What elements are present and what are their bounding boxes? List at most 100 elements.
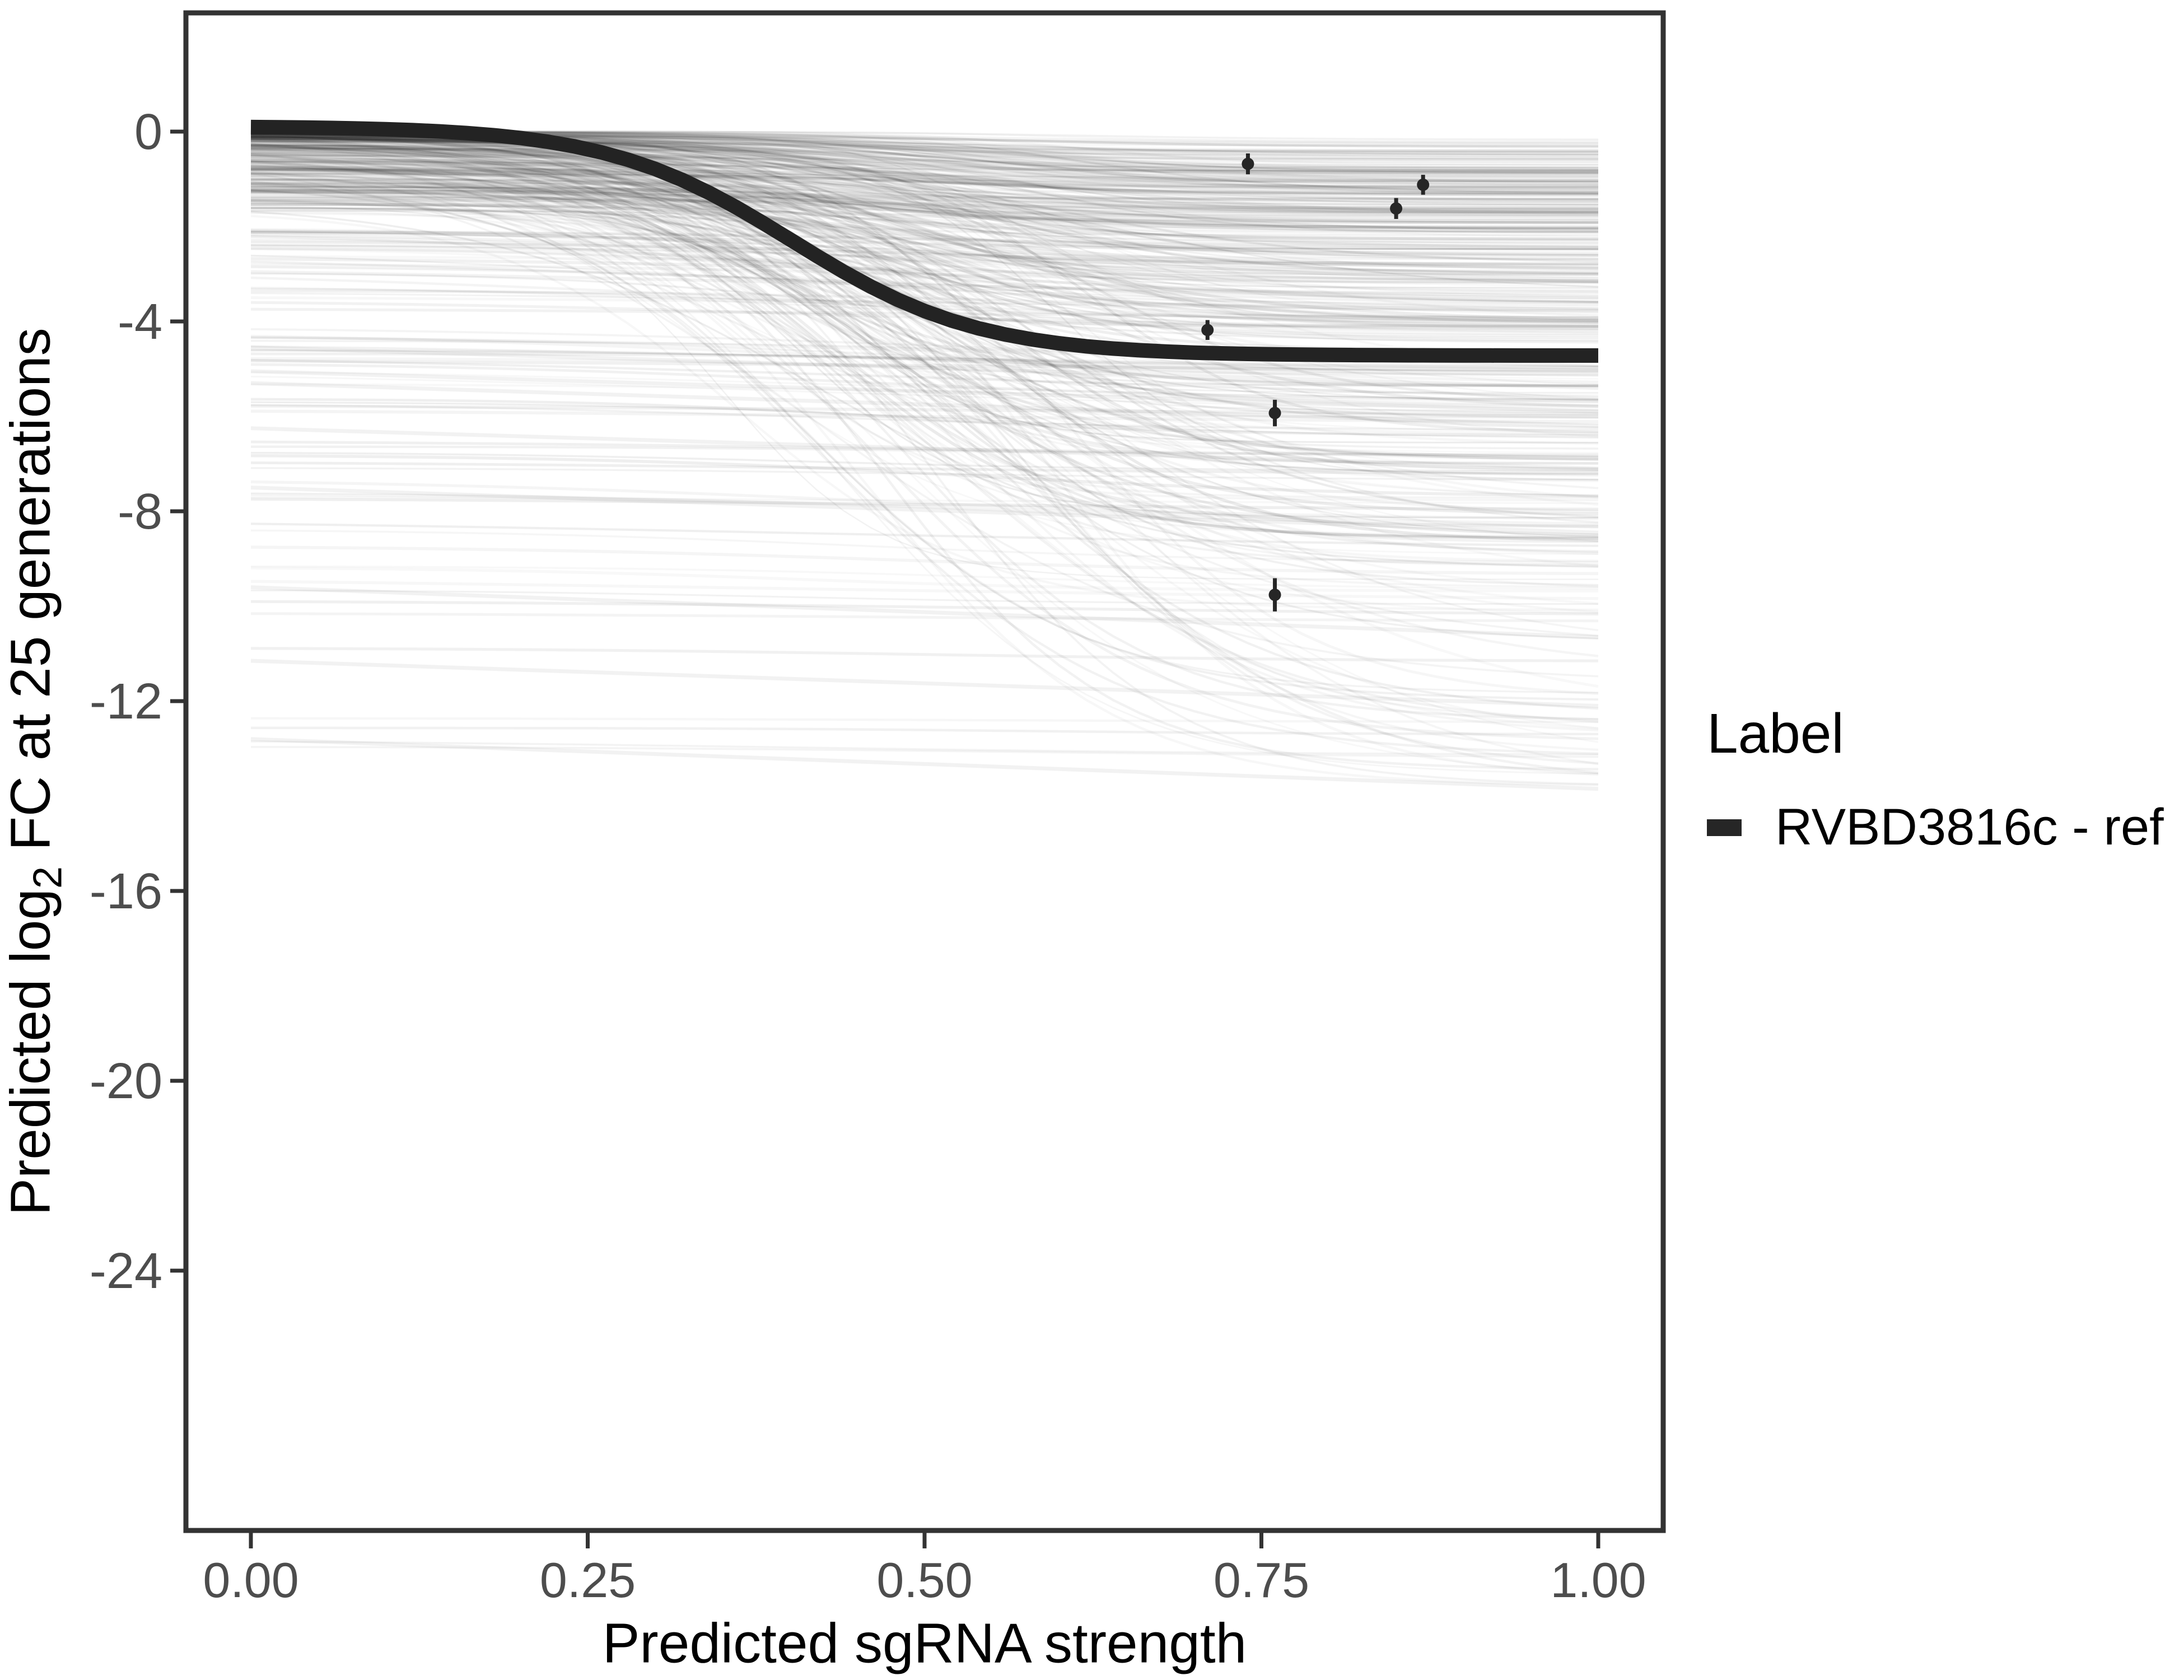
background-curve <box>251 156 1599 169</box>
background-curve <box>250 612 1599 623</box>
background-curve <box>250 166 1598 206</box>
background-curve <box>250 134 1599 303</box>
background-curve <box>251 746 1599 758</box>
background-curve <box>250 148 1598 394</box>
background-curve <box>250 189 1599 231</box>
background-curve <box>251 197 1598 224</box>
background-curve <box>251 231 1599 250</box>
background-curve <box>250 134 1599 388</box>
background-curve <box>251 152 1599 329</box>
background-curve <box>251 445 1598 456</box>
y-tick-label: -20 <box>90 1053 162 1109</box>
background-curve <box>250 144 1598 204</box>
background-curve <box>251 151 1598 180</box>
background-low-line <box>250 381 1599 428</box>
background-curve <box>250 143 1599 459</box>
background-curve <box>251 178 1599 234</box>
background-curve <box>250 398 1599 437</box>
background-curve <box>250 345 1599 370</box>
background-curve <box>250 188 1598 222</box>
background-curve <box>251 141 1599 172</box>
background-curve <box>251 170 1598 188</box>
background-curve <box>250 589 1599 605</box>
background-curve <box>250 467 1599 481</box>
data-point <box>1201 324 1214 337</box>
background-curve <box>251 147 1599 260</box>
background-curve <box>251 290 1599 310</box>
background-curve <box>250 451 1599 472</box>
background-curve <box>251 718 1598 722</box>
background-curve <box>251 169 1598 178</box>
background-curve <box>251 210 1598 289</box>
background-curve <box>250 358 1599 399</box>
background-curve <box>250 240 1599 269</box>
background-curve <box>251 161 1599 214</box>
x-tick-label: 0.75 <box>1214 1552 1309 1608</box>
y-tick-label: -4 <box>118 294 162 350</box>
background-curve <box>250 143 1599 408</box>
background-curve <box>250 136 1598 388</box>
background-curve <box>250 189 1599 694</box>
background-curve <box>250 359 1599 372</box>
background-curve <box>250 211 1599 568</box>
background-curve <box>250 189 1599 233</box>
background-curve <box>250 172 1599 278</box>
background-curve <box>250 153 1599 723</box>
background-curve <box>250 146 1599 281</box>
reference-curve <box>250 119 1598 363</box>
background-curve <box>250 497 1599 511</box>
background-curve <box>250 404 1599 431</box>
background-curve <box>250 232 1599 270</box>
background-curve <box>250 260 1599 304</box>
background-curve <box>250 137 1599 536</box>
data-point <box>1268 407 1281 419</box>
background-curve <box>250 257 1599 283</box>
background-curve <box>250 185 1599 232</box>
background-curve <box>250 167 1598 376</box>
background-curve <box>250 153 1599 701</box>
background-curve <box>251 151 1598 295</box>
background-curve <box>251 139 1599 183</box>
x-tick-label: 0.00 <box>203 1552 298 1608</box>
background-curve <box>250 167 1599 321</box>
background-curve <box>250 183 1599 637</box>
background-curve <box>250 363 1599 402</box>
background-curve <box>251 149 1599 175</box>
background-curve <box>250 148 1599 513</box>
background-curve <box>250 352 1599 368</box>
background-curve <box>251 198 1598 212</box>
background-curve <box>250 153 1599 324</box>
background-curve <box>250 185 1599 227</box>
background-curve <box>251 148 1599 184</box>
y-axis-title-prefix: Predicted log <box>0 889 62 1216</box>
background-curve <box>250 202 1599 373</box>
background-curve <box>250 140 1599 640</box>
background-curve <box>250 600 1599 615</box>
background-curve <box>250 545 1599 576</box>
background-curve <box>250 142 1599 209</box>
background-curve <box>251 195 1598 213</box>
background-curve <box>250 144 1599 323</box>
background-curve <box>250 138 1599 553</box>
background-low-line <box>250 585 1599 640</box>
background-curve <box>250 146 1599 243</box>
background-curve <box>250 158 1599 200</box>
background-curve <box>250 178 1599 465</box>
y-axis-title: Predicted log2 FC at 25 generations <box>0 328 71 1215</box>
background-curve <box>250 440 1599 458</box>
data-point <box>1417 178 1430 191</box>
background-curve <box>250 231 1599 256</box>
reference-curve-line <box>250 119 1598 363</box>
background-curve <box>250 175 1599 657</box>
background-curve <box>250 176 1599 721</box>
background-curve <box>250 156 1599 403</box>
y-axis-title-subscript: 2 <box>25 866 71 889</box>
background-curve <box>250 165 1599 721</box>
background-curve <box>251 189 1598 257</box>
background-curve <box>250 157 1599 206</box>
background-curve <box>250 647 1599 662</box>
background-curve <box>250 180 1599 477</box>
background-curve <box>250 160 1599 475</box>
background-curve <box>250 160 1599 524</box>
background-curve <box>250 244 1599 264</box>
